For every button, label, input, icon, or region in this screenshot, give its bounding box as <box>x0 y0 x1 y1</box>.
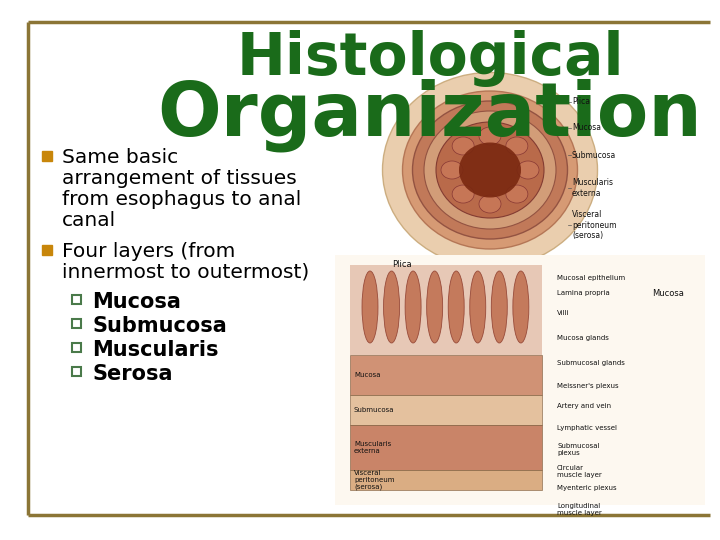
Bar <box>350 425 542 470</box>
Text: Four layers (from: Four layers (from <box>62 242 235 261</box>
Text: Mucosa glands: Mucosa glands <box>557 335 609 341</box>
Text: Visceral
peritoneum
(serosa): Visceral peritoneum (serosa) <box>354 470 395 490</box>
Text: Submucosal
plexus: Submucosal plexus <box>557 443 600 456</box>
Bar <box>72 367 81 376</box>
Text: Lamina propria: Lamina propria <box>557 290 610 296</box>
Text: arrangement of tissues: arrangement of tissues <box>62 169 297 188</box>
Text: Submucosal glands: Submucosal glands <box>557 360 625 366</box>
Text: Artery and vein: Artery and vein <box>557 403 611 409</box>
Ellipse shape <box>382 72 598 267</box>
Text: Submucosa: Submucosa <box>354 407 395 413</box>
Text: Longitudinal
muscle layer: Longitudinal muscle layer <box>557 503 602 516</box>
Ellipse shape <box>479 127 501 145</box>
Ellipse shape <box>479 195 501 213</box>
Text: Organization: Organization <box>158 78 703 152</box>
Bar <box>350 265 542 355</box>
Text: Villi: Villi <box>557 310 570 316</box>
Bar <box>42 151 52 161</box>
Text: Same basic: Same basic <box>62 148 178 167</box>
Text: Muscularis
externa: Muscularis externa <box>354 441 391 454</box>
Ellipse shape <box>452 185 474 203</box>
Bar <box>72 295 81 304</box>
Text: Mucosa: Mucosa <box>92 292 181 312</box>
Ellipse shape <box>424 111 556 229</box>
Ellipse shape <box>517 161 539 179</box>
Ellipse shape <box>469 271 486 343</box>
Bar <box>350 395 542 425</box>
Ellipse shape <box>506 185 528 203</box>
Ellipse shape <box>405 271 421 343</box>
Ellipse shape <box>459 143 521 198</box>
Ellipse shape <box>362 271 378 343</box>
Text: Visceral
peritoneum
(serosa): Visceral peritoneum (serosa) <box>572 210 616 240</box>
Ellipse shape <box>448 271 464 343</box>
Ellipse shape <box>491 271 508 343</box>
Ellipse shape <box>384 271 400 343</box>
Text: Mucosa: Mucosa <box>572 124 601 132</box>
Text: Mucosa: Mucosa <box>652 288 684 298</box>
Bar <box>350 355 542 395</box>
Text: Submucosa: Submucosa <box>92 316 227 336</box>
Ellipse shape <box>413 101 567 239</box>
Text: Circular
muscle layer: Circular muscle layer <box>557 465 602 478</box>
Text: Lymphatic vessel: Lymphatic vessel <box>557 425 617 431</box>
Ellipse shape <box>506 137 528 155</box>
Ellipse shape <box>402 91 577 249</box>
Bar <box>350 470 542 490</box>
Text: Histological: Histological <box>236 30 624 87</box>
Text: Submucosa: Submucosa <box>572 151 616 159</box>
Text: Plica: Plica <box>572 98 590 106</box>
Text: Mucosa: Mucosa <box>354 372 380 378</box>
Bar <box>335 255 705 505</box>
Text: innermost to outermost): innermost to outermost) <box>62 263 310 282</box>
Text: Myenteric plexus: Myenteric plexus <box>557 485 616 491</box>
Text: Meissner's plexus: Meissner's plexus <box>557 383 618 389</box>
Text: Muscularis
externa: Muscularis externa <box>572 178 613 198</box>
Bar <box>42 245 52 255</box>
Text: Plica: Plica <box>392 260 412 269</box>
Ellipse shape <box>452 137 474 155</box>
Text: canal: canal <box>62 211 116 230</box>
Ellipse shape <box>427 271 443 343</box>
Ellipse shape <box>441 161 463 179</box>
Text: Mucosal epithelium: Mucosal epithelium <box>557 275 625 281</box>
Ellipse shape <box>436 122 544 218</box>
Text: Serosa: Serosa <box>92 364 173 384</box>
Bar <box>72 319 81 328</box>
Text: from esophagus to anal: from esophagus to anal <box>62 190 301 209</box>
Ellipse shape <box>513 271 529 343</box>
Bar <box>72 343 81 352</box>
Text: Muscularis: Muscularis <box>92 340 218 360</box>
